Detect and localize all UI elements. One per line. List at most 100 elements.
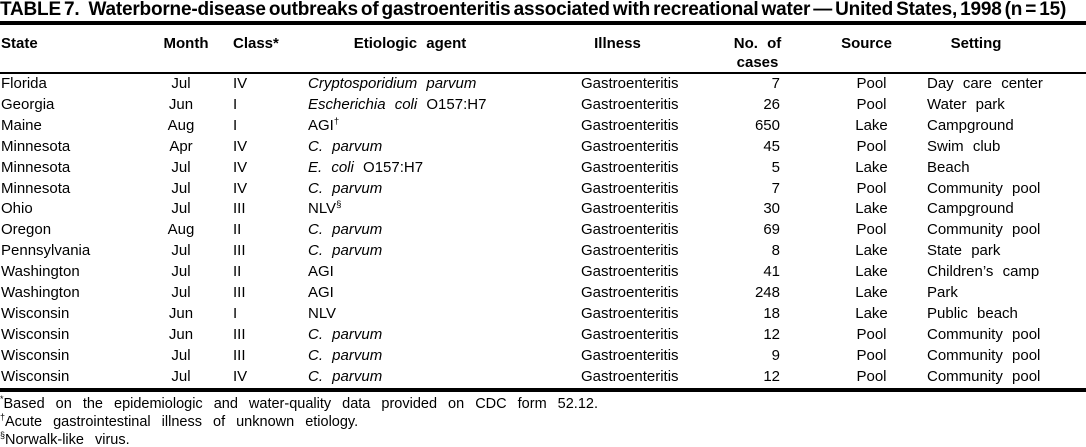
cell-illness: Gastroenteritis: [581, 200, 679, 218]
cell-illness: Gastroenteritis: [581, 242, 679, 260]
cell-month: Jul: [171, 75, 191, 92]
agent-text-sup: †: [333, 115, 340, 127]
table-row: Wisconsin Jun I NLV Gastroenteritis 18 L…: [0, 304, 1086, 325]
cell-class: III: [233, 346, 246, 364]
agent-text-italic: Cryptosporidium parvum: [308, 75, 477, 92]
table-row: Oregon Aug II C. parvum Gastroenteritis …: [0, 220, 1086, 241]
cell-month: Jul: [171, 284, 191, 302]
cell-no-of-cases: 26: [763, 95, 780, 113]
cell-month: Aug: [167, 116, 195, 134]
cell-state: Minnesota: [1, 179, 71, 197]
cell-no-of-cases: 45: [763, 137, 780, 155]
cell-source: Pool: [856, 95, 887, 113]
cell-etiologic-agent: Cryptosporidium parvum: [305, 73, 555, 95]
cell-setting: Campground: [927, 116, 1014, 134]
cell-etiologic-agent: C. parvum: [305, 367, 555, 390]
cell-etiologic-agent: E. coli O157:H7: [305, 158, 555, 179]
col-header-no-of-cases: No. of cases: [700, 25, 795, 74]
table-row: Georgia Jun I Escherichia coli O157:H7 G…: [0, 95, 1086, 116]
cell-setting: Community pool: [927, 179, 1041, 197]
agent-text-roman: O157:H7: [417, 95, 487, 113]
cell-no-of-cases: 7: [771, 179, 780, 197]
cell-source: Pool: [856, 221, 887, 239]
cell-no-of-cases: 41: [763, 263, 780, 281]
cell-month: Jun: [168, 304, 194, 322]
cell-month: Jul: [171, 263, 191, 281]
cell-state: Pennsylvania: [1, 242, 91, 260]
cell-illness: Gastroenteritis: [581, 221, 679, 239]
cell-illness: Gastroenteritis: [581, 137, 679, 155]
table-row: Florida Jul IV Cryptosporidium parvum Ga…: [0, 73, 1086, 95]
cell-etiologic-agent: C. parvum: [305, 241, 555, 262]
cell-class: II: [233, 263, 242, 281]
cell-setting: Campground: [927, 200, 1014, 218]
cell-setting: Community pool: [927, 221, 1041, 239]
footnote-nlv-definition: §Norwalk-like virus.: [0, 431, 1086, 447]
footnote-marker-section: §: [0, 430, 6, 441]
cell-state: Florida: [1, 75, 47, 92]
cell-setting: Community pool: [927, 346, 1041, 364]
cell-class: IV: [233, 137, 248, 155]
cell-month: Aug: [167, 221, 195, 239]
table-row: Minnesota Apr IV C. parvum Gastroenterit…: [0, 137, 1086, 158]
table-row: Maine Aug I AGI† Gastroenteritis 650 Lak…: [0, 116, 1086, 137]
cell-state: Wisconsin: [1, 367, 70, 385]
cell-setting: Community pool: [927, 367, 1041, 385]
cell-illness: Gastroenteritis: [581, 158, 679, 176]
cell-class: III: [233, 325, 246, 343]
table-row: Wisconsin Jul III C. parvum Gastroenteri…: [0, 346, 1086, 367]
cell-etiologic-agent: AGI: [305, 262, 555, 283]
cell-setting: Swim club: [927, 137, 1001, 155]
cell-source: Pool: [856, 137, 887, 155]
agent-text-italic: C. parvum: [308, 242, 383, 260]
agent-text-sup: §: [336, 199, 342, 211]
cell-source: Lake: [855, 242, 888, 260]
cell-illness: Gastroenteritis: [581, 263, 679, 281]
cell-setting: Public beach: [927, 304, 1018, 322]
table-header: State Month Class* Etiologic agent Illne…: [0, 25, 1086, 74]
agent-text-roman: NLV: [308, 200, 337, 218]
col-header-month: Month: [160, 25, 220, 74]
agent-text-italic: C. parvum: [308, 325, 383, 343]
agent-text-italic: C. parvum: [308, 346, 383, 364]
cell-no-of-cases: 248: [754, 284, 780, 302]
table-row: Washington Jul III AGI Gastroenteritis 2…: [0, 283, 1086, 304]
cell-month: Jun: [168, 95, 194, 113]
col-header-class: Class*: [220, 25, 305, 74]
cell-state: Maine: [1, 116, 42, 134]
cell-setting: Beach: [927, 158, 970, 176]
cell-month: Jul: [171, 158, 191, 176]
cell-illness: Gastroenteritis: [581, 284, 679, 302]
cell-illness: Gastroenteritis: [581, 179, 679, 197]
cell-month: Apr: [169, 137, 193, 155]
cell-month: Jul: [171, 242, 191, 260]
agent-text-italic: C. parvum: [308, 137, 383, 155]
cell-etiologic-agent: C. parvum: [305, 346, 555, 367]
cell-class: I: [233, 304, 238, 322]
cell-setting: Park: [927, 284, 958, 302]
cell-state: Wisconsin: [1, 346, 70, 364]
cell-state: Wisconsin: [1, 304, 70, 322]
table-body: Florida Jul IV Cryptosporidium parvum Ga…: [0, 73, 1086, 390]
cell-setting: State park: [927, 242, 1001, 260]
cell-setting: Water park: [927, 95, 1005, 113]
cell-class: III: [233, 284, 246, 302]
cell-source: Lake: [855, 116, 888, 134]
agent-text-roman: O157:H7: [353, 158, 424, 176]
cell-etiologic-agent: AGI: [305, 283, 555, 304]
cell-etiologic-agent: C. parvum: [305, 137, 555, 158]
cell-no-of-cases: 18: [763, 304, 780, 322]
col-header-etiologic-agent: Etiologic agent: [305, 25, 555, 74]
table-row: Minnesota Jul IV C. parvum Gastroenterit…: [0, 179, 1086, 200]
cell-class: IV: [233, 158, 248, 176]
cell-setting: Children’s camp: [927, 263, 1040, 281]
cell-class: I: [233, 95, 238, 113]
agent-text-roman: AGI: [308, 263, 334, 281]
cell-month: Jun: [168, 325, 194, 343]
footnote-text: Acute gastrointestinal illness of unknow…: [5, 413, 359, 430]
footnote-agi-definition: †Acute gastrointestinal illness of unkno…: [0, 412, 1086, 431]
cell-source: Lake: [855, 284, 888, 302]
agent-text-italic: C. parvum: [308, 179, 383, 197]
cell-state: Georgia: [1, 95, 55, 113]
